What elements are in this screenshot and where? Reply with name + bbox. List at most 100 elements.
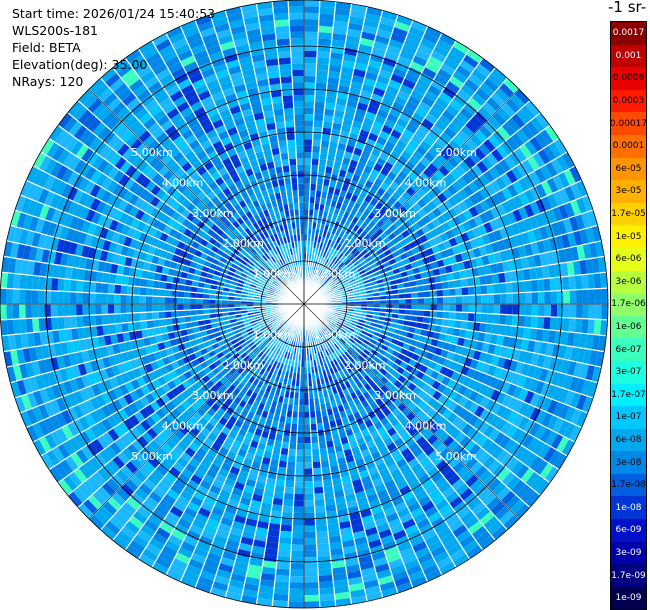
scan-cell xyxy=(288,0,304,7)
scan-cell xyxy=(210,442,222,453)
scan-cell xyxy=(268,266,275,273)
scan-cell xyxy=(60,341,69,356)
scan-cell xyxy=(133,321,142,331)
scan-cell xyxy=(343,333,351,340)
scan-cell xyxy=(309,196,316,204)
scan-cell xyxy=(436,556,453,570)
scan-cell xyxy=(569,425,582,442)
scan-cell xyxy=(393,160,405,171)
scan-cell xyxy=(265,541,279,550)
scan-cell xyxy=(153,229,163,240)
scan-cell xyxy=(392,67,407,79)
scan-cell xyxy=(291,538,304,545)
scan-cell xyxy=(394,95,408,107)
scan-cell xyxy=(304,69,317,77)
scan-cell xyxy=(224,227,233,237)
scan-cell xyxy=(363,382,372,392)
scan-cell xyxy=(396,479,409,491)
scan-cell xyxy=(244,278,252,284)
scan-cell xyxy=(270,336,277,344)
scan-cell xyxy=(159,136,173,149)
scan-cell xyxy=(232,211,241,221)
scan-cell xyxy=(458,395,469,408)
scan-cell xyxy=(372,356,381,364)
scan-cell xyxy=(114,284,122,295)
scan-cell xyxy=(283,344,289,352)
scan-cell xyxy=(180,271,188,279)
scan-cell xyxy=(183,310,191,317)
scan-cell xyxy=(208,85,223,96)
scan-cell xyxy=(297,424,304,431)
scan-cell xyxy=(200,139,213,150)
scan-cell xyxy=(442,341,451,351)
scan-cell xyxy=(272,600,289,608)
scan-cell xyxy=(141,242,151,254)
scan-cell xyxy=(319,6,336,15)
scan-cell xyxy=(34,374,45,391)
scan-cell xyxy=(421,478,435,490)
scan-cell xyxy=(250,247,258,255)
scan-cell xyxy=(274,339,280,347)
scan-cell xyxy=(404,436,416,448)
scan-cell xyxy=(165,207,176,218)
scan-cell xyxy=(95,282,103,294)
scan-cell xyxy=(309,404,316,412)
scan-cell xyxy=(318,331,323,338)
scan-cell xyxy=(262,369,270,378)
scan-cell xyxy=(248,224,256,233)
scan-cell xyxy=(272,263,278,270)
scan-cell xyxy=(171,290,178,298)
scan-cell xyxy=(443,537,460,551)
scan-cell xyxy=(188,441,200,453)
scan-cell xyxy=(421,322,430,331)
scan-cell xyxy=(273,254,279,262)
scan-cell xyxy=(494,505,510,521)
scan-cell xyxy=(376,28,393,39)
scan-cell xyxy=(304,31,319,39)
scan-cell xyxy=(328,141,339,150)
scan-cell xyxy=(407,66,422,79)
scan-cell xyxy=(500,421,513,436)
scan-cell xyxy=(10,349,19,366)
scan-cell xyxy=(227,65,242,76)
scan-cell xyxy=(68,155,81,171)
scan-cell xyxy=(337,223,345,231)
scan-cell xyxy=(383,506,397,517)
scan-cell xyxy=(264,181,273,190)
scan-cell xyxy=(240,369,249,378)
scan-cell xyxy=(275,32,291,40)
scan-cell xyxy=(474,465,488,479)
scan-cell xyxy=(164,296,172,304)
scan-cell xyxy=(404,100,418,112)
scan-cell xyxy=(255,151,265,160)
scan-cell xyxy=(169,433,182,446)
scan-cell xyxy=(255,373,263,381)
scan-cell xyxy=(575,410,588,428)
scan-cell xyxy=(376,380,385,389)
scan-cell xyxy=(371,334,380,342)
scan-cell xyxy=(433,550,450,564)
scan-cell xyxy=(32,422,45,440)
scan-cell xyxy=(369,471,382,482)
scan-cell xyxy=(211,232,221,241)
scan-cell xyxy=(193,106,207,118)
scan-cell xyxy=(316,537,330,545)
scan-cell xyxy=(455,482,470,496)
scan-cell xyxy=(298,202,304,210)
scan-cell xyxy=(441,318,449,327)
scan-cell xyxy=(114,221,125,234)
scan-cell xyxy=(75,217,86,232)
scan-cell xyxy=(321,357,327,365)
scan-cell xyxy=(378,494,392,505)
scan-cell xyxy=(288,346,293,353)
scan-cell xyxy=(347,327,355,333)
scan-cell xyxy=(384,457,396,468)
scan-cell xyxy=(240,386,249,395)
scan-cell xyxy=(549,316,557,331)
scan-cell xyxy=(552,417,565,434)
scan-cell xyxy=(399,49,415,61)
scan-cell xyxy=(442,435,455,448)
scan-cell xyxy=(335,97,348,106)
scan-cell xyxy=(451,443,464,457)
scan-cell xyxy=(262,560,277,569)
